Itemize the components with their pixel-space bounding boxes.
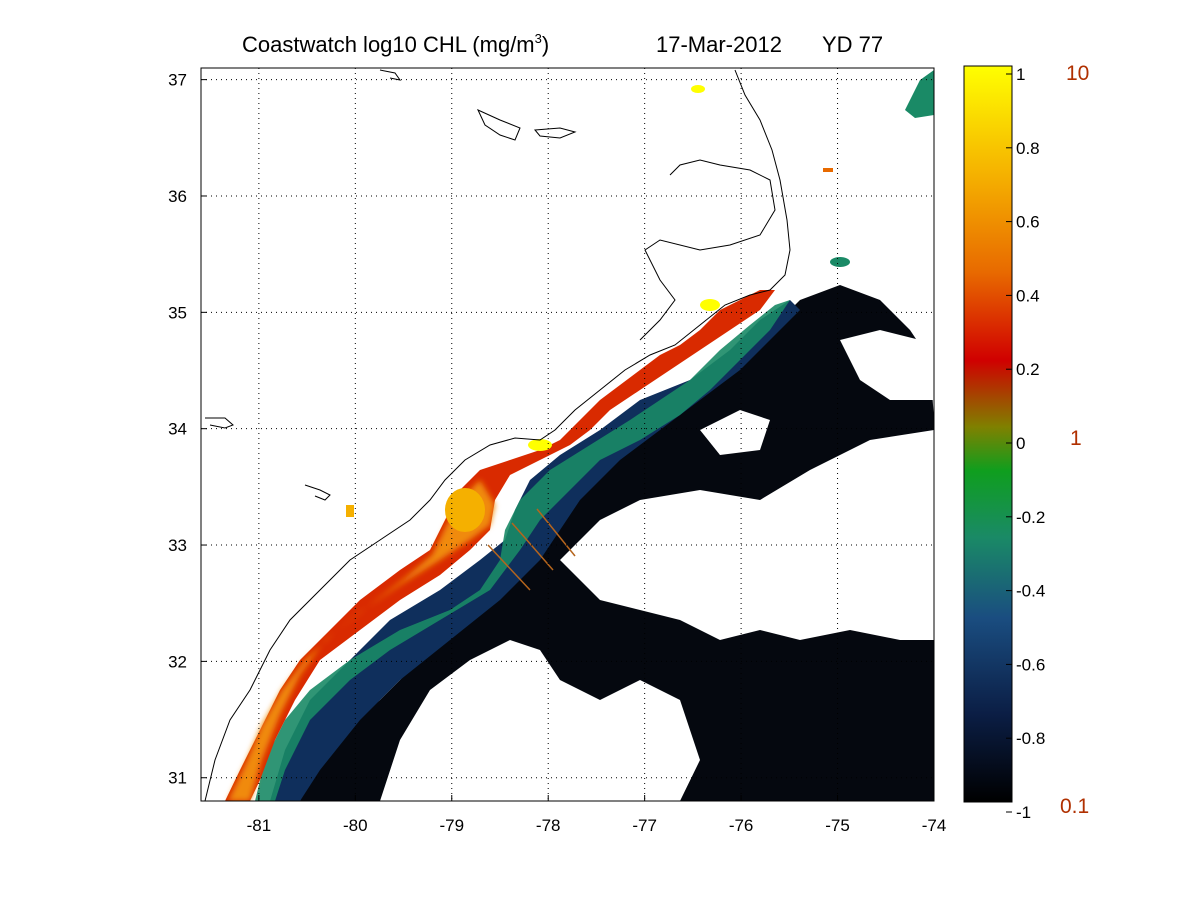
colorbar-linear-label-low: 0.1 — [1060, 795, 1089, 818]
colorbar-linear-label-mid: 1 — [1070, 427, 1082, 450]
x-tick-label: -78 — [536, 816, 561, 835]
colorbar-tick-label: -0.4 — [1016, 582, 1045, 601]
y-tick-label: 31 — [168, 769, 187, 788]
colorbar-tick-label: 0.8 — [1016, 139, 1040, 158]
winyah-bay-high-chl — [445, 488, 485, 532]
y-tick-label: 32 — [168, 652, 187, 671]
longitude-axis: -81 -80 -79 -78 -77 -76 -75 -74 — [247, 795, 947, 835]
map-title: Coastwatch log10 CHL (mg/m3) — [242, 31, 549, 57]
colorbar-linear-label-high: 10 — [1066, 62, 1089, 85]
graticule — [201, 68, 935, 801]
coastline — [204, 69, 791, 801]
map-yearday: YD 77 — [822, 32, 883, 57]
bay-high-chl — [691, 85, 705, 93]
y-tick-label: 35 — [168, 303, 187, 322]
coastal-orange-band — [228, 480, 495, 801]
x-tick-label: -81 — [247, 816, 272, 835]
offshore-green-patch — [830, 257, 850, 267]
transect-lines — [487, 508, 576, 591]
y-tick-label: 37 — [168, 71, 187, 90]
x-tick-label: -76 — [729, 816, 754, 835]
colorbar-tick-label: 0.6 — [1016, 213, 1040, 232]
latitude-axis: 31 32 33 34 35 36 37 — [168, 71, 207, 788]
colorbar-tick-label: 0.2 — [1016, 360, 1040, 379]
nearshore-green-band — [255, 300, 790, 801]
colorbar-tick-label: -0.2 — [1016, 508, 1045, 527]
colorbar-tick-label: 0.4 — [1016, 286, 1040, 305]
colorbar-tick-label: -1 — [1016, 803, 1031, 822]
map-date: 17-Mar-2012 — [656, 32, 782, 57]
y-tick-label: 33 — [168, 536, 187, 555]
x-tick-label: -79 — [439, 816, 464, 835]
colorbar-tick-label: -0.8 — [1016, 729, 1045, 748]
colorbar-tick-label: 1 — [1016, 65, 1025, 84]
x-tick-label: -74 — [922, 816, 947, 835]
x-tick-label: -75 — [825, 816, 850, 835]
sound-inlet-high-chl — [700, 299, 720, 311]
map-panel — [201, 68, 934, 801]
colorbar — [963, 65, 1013, 803]
offshore-orange-speck — [823, 168, 833, 172]
colorbar-tick-label: 0 — [1016, 434, 1025, 453]
map-frame — [200, 67, 935, 802]
y-tick-label: 36 — [168, 187, 187, 206]
chesapeake-mouth-patch — [905, 70, 934, 118]
cloud-cover — [380, 330, 934, 801]
colorbar-ticks: 1 0.8 0.6 0.4 0.2 0 -0.2 -0.4 -0.6 -0.8 -1 — [1006, 65, 1045, 822]
cape-fear-high-chl — [528, 439, 552, 451]
lake-marion-speck — [346, 505, 354, 517]
colorbar-tick-label: -0.6 — [1016, 655, 1045, 674]
x-tick-label: -77 — [632, 816, 657, 835]
x-tick-label: -80 — [343, 816, 368, 835]
y-tick-label: 34 — [168, 420, 187, 439]
